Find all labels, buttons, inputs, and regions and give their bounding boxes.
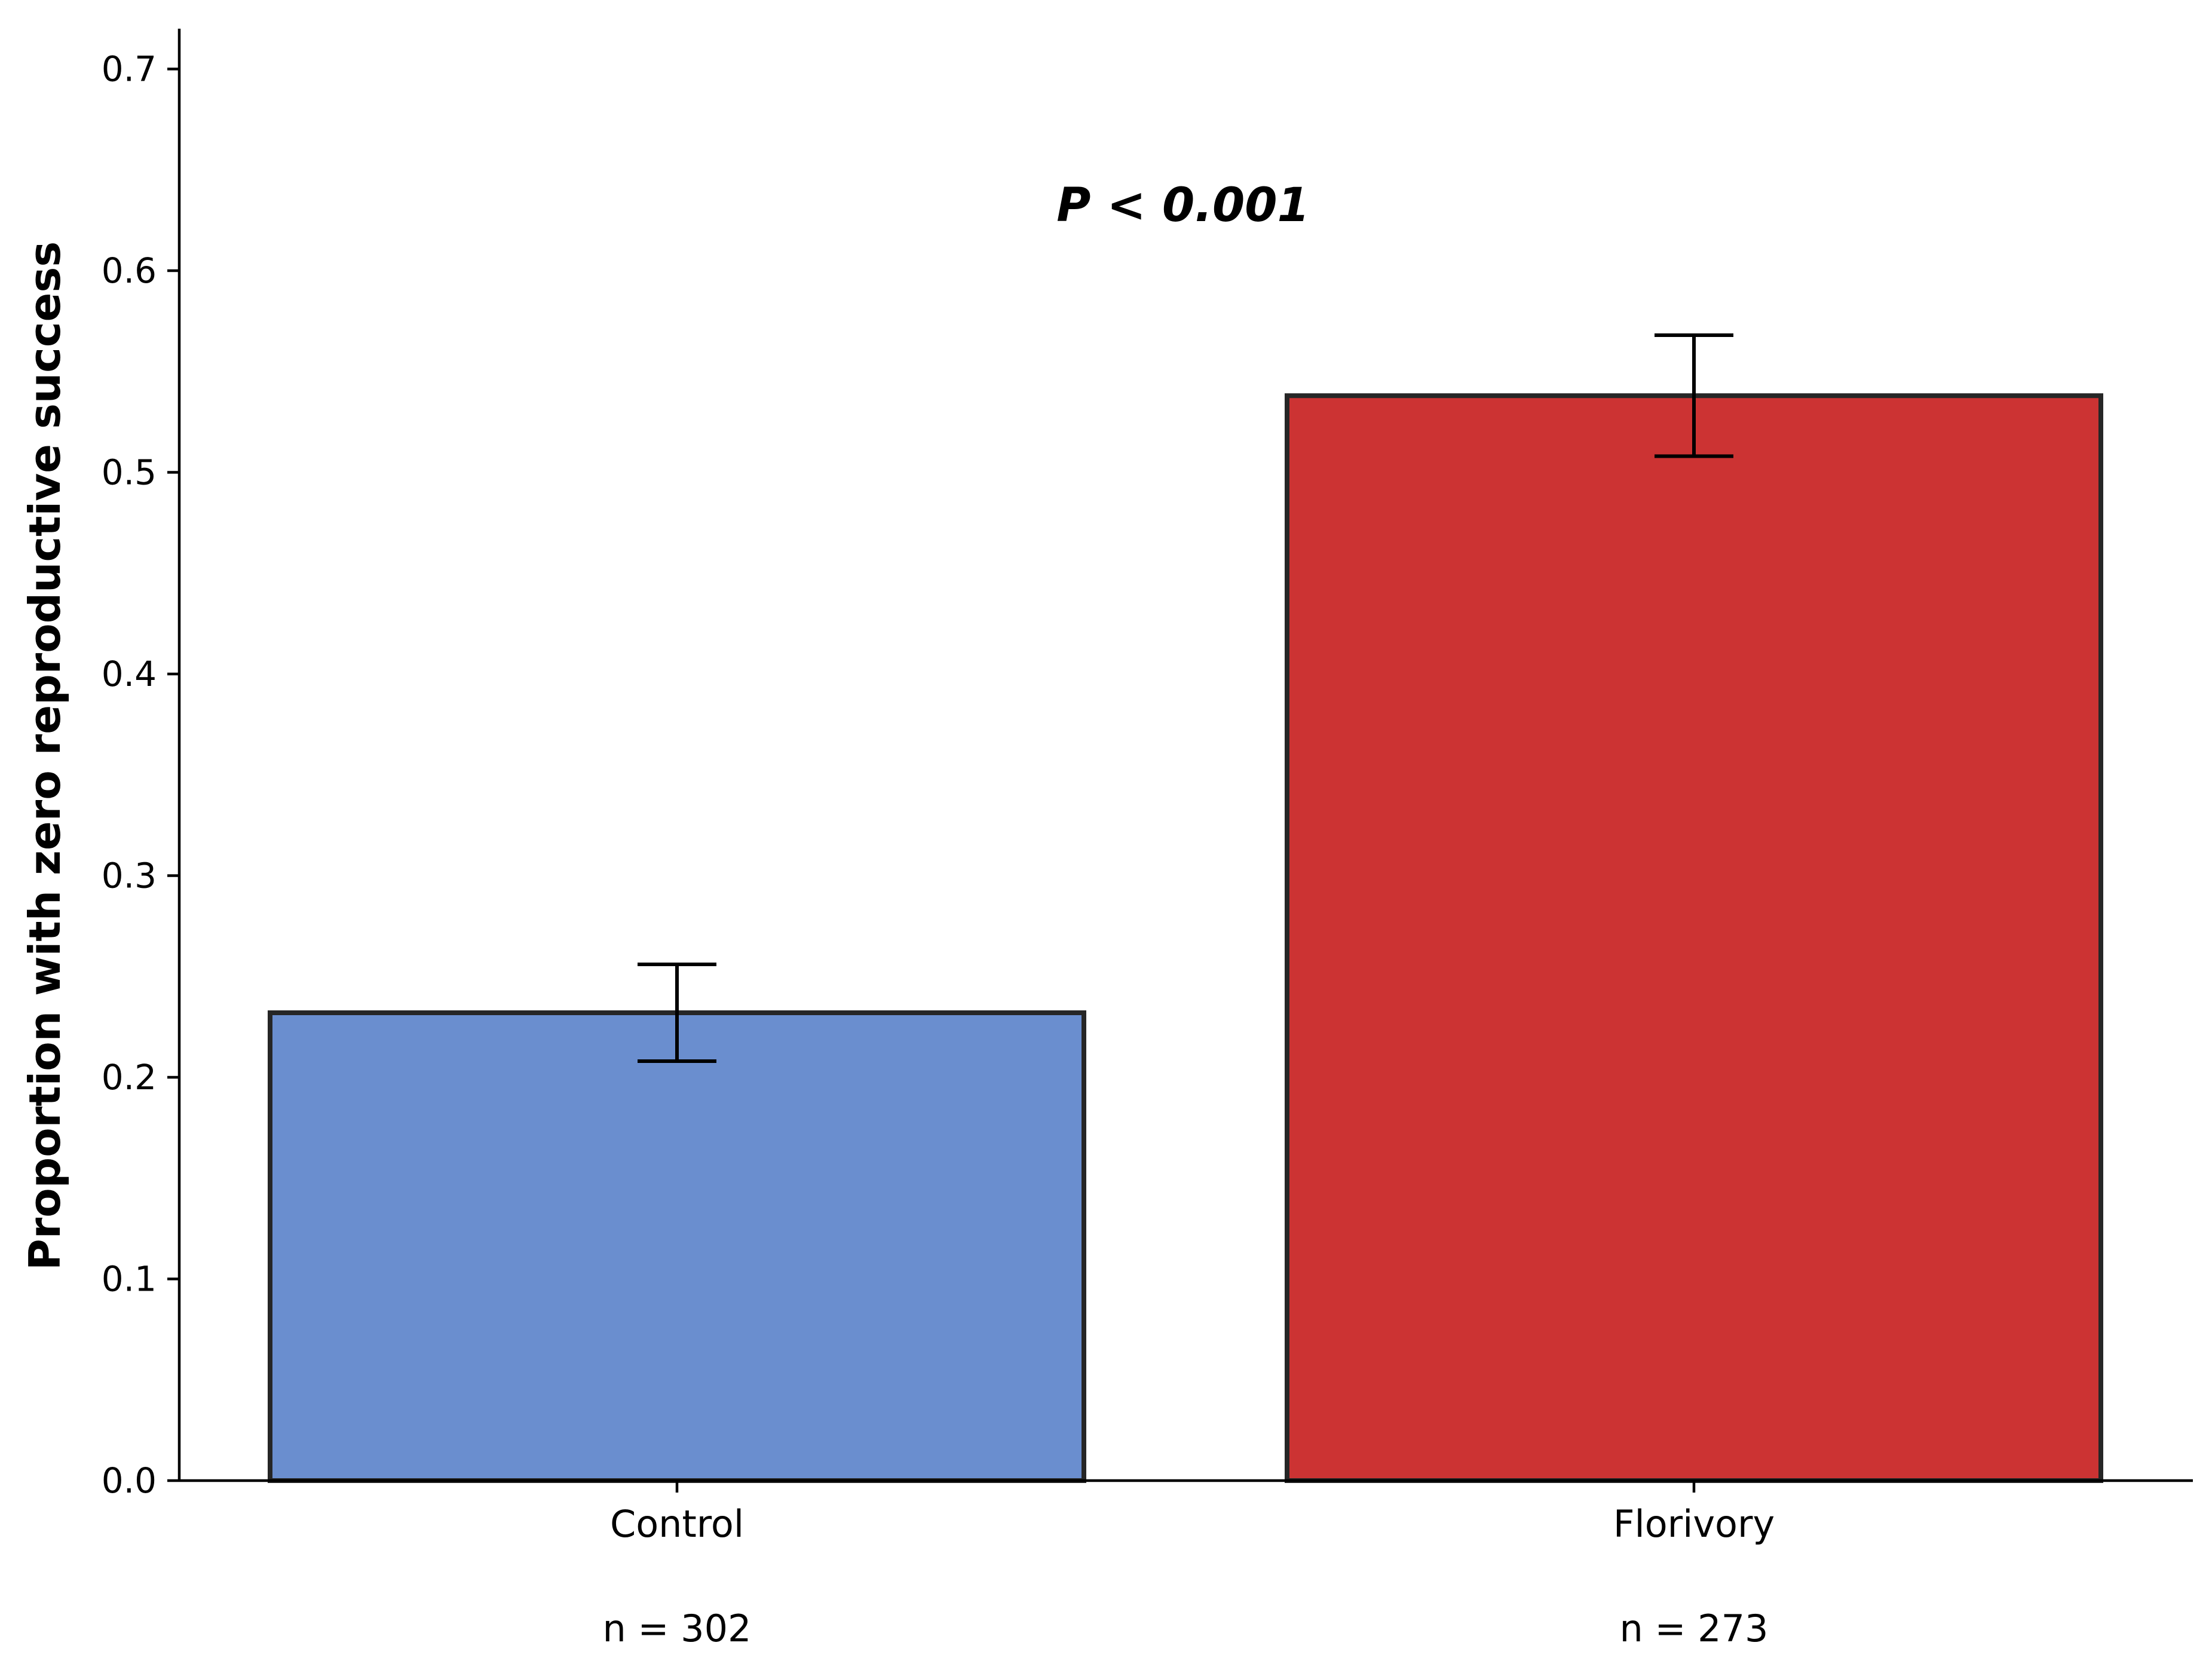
- y-tick-label: 0.5: [102, 452, 157, 493]
- y-tick-label: 0.0: [102, 1460, 157, 1501]
- bar-control: [268, 1010, 1086, 1483]
- y-tick-label: 0.7: [102, 49, 157, 90]
- bars-layer: [268, 393, 2103, 1483]
- x-tick-label: Control: [610, 1502, 744, 1546]
- y-tick-label: 0.4: [102, 654, 157, 694]
- significance-annotation: P < 0.001: [1056, 179, 1310, 232]
- sample-size-label: n = 273: [1620, 1607, 1769, 1650]
- y-ticks: 0.0 0.1 0.2 0.3 0.4 0.5 0.6 0.7: [102, 49, 179, 1501]
- sample-size-label: n = 302: [603, 1607, 752, 1650]
- y-tick-label: 0.6: [102, 250, 157, 291]
- x-tick-label: Florivory: [1613, 1502, 1775, 1546]
- bar-florivory: [1285, 393, 2103, 1483]
- x-category-labels: Control n = 302 Florivory n = 273: [603, 1481, 1775, 1650]
- y-tick-label: 0.2: [102, 1057, 157, 1098]
- y-tick-label: 0.3: [102, 856, 157, 896]
- y-tick-label: 0.1: [102, 1259, 157, 1300]
- error-bars-layer: [638, 333, 1733, 1063]
- y-axis-title: Proportion with zero reproductive succes…: [20, 241, 70, 1270]
